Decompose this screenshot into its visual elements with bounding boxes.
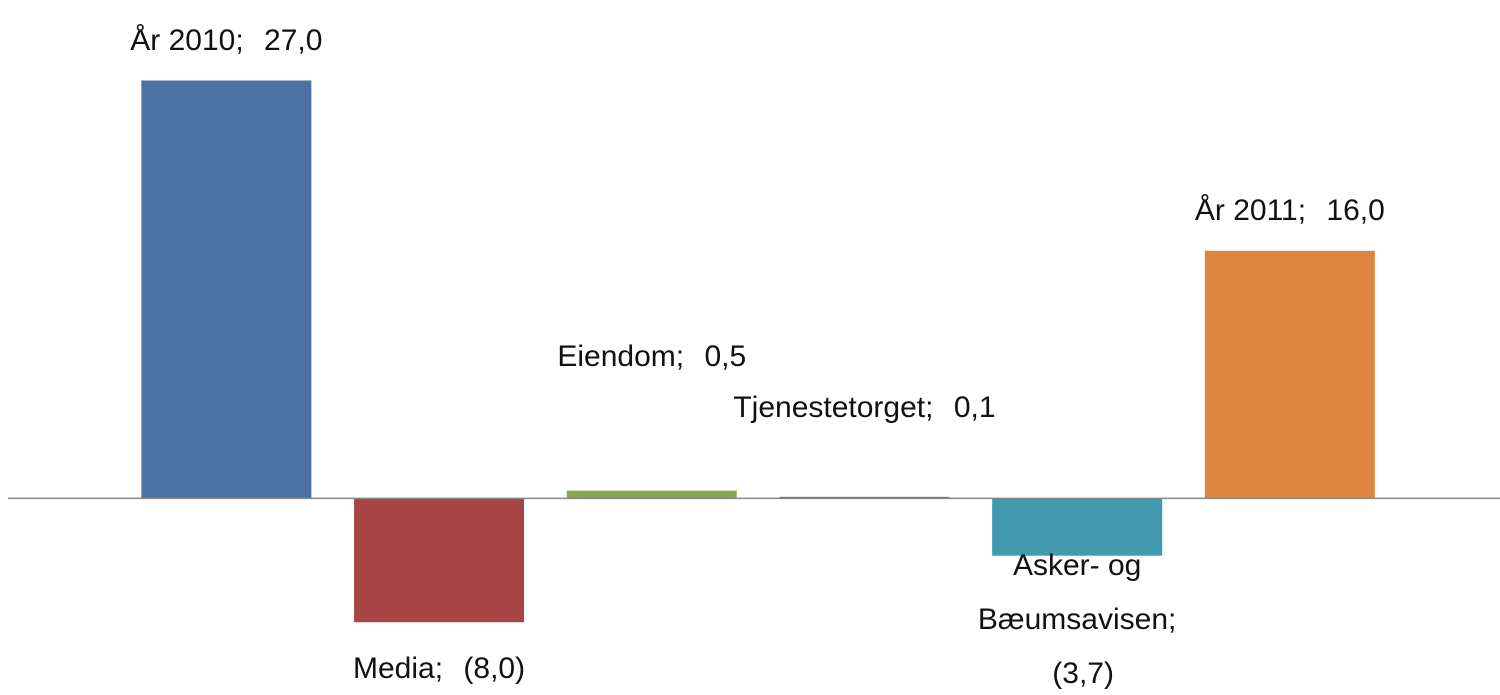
label-category: År 2010 — [130, 24, 236, 57]
bar — [992, 498, 1163, 556]
label-value: 27,0 — [264, 24, 323, 57]
label-separator: ; — [1168, 603, 1177, 636]
data-label: Tjenestetorget; 0,1 — [714, 381, 1014, 435]
data-label: Asker- og Bæumsavisen; (3,7) — [942, 539, 1212, 695]
label-value: (3,7) — [1052, 657, 1114, 690]
data-label: År 2010; 27,0 — [66, 14, 386, 68]
label-separator: ; — [925, 391, 934, 424]
label-separator: ; — [235, 24, 244, 57]
data-label: Media; (8,0) — [279, 642, 599, 695]
label-value: 16,0 — [1326, 194, 1385, 227]
label-category: Tjenestetorget — [733, 391, 926, 424]
label-category: Eiendom — [557, 340, 676, 373]
bar — [779, 496, 950, 499]
label-separator: ; — [434, 652, 444, 685]
label-separator: ; — [675, 340, 685, 373]
data-label: Eiendom; 0,5 — [492, 330, 812, 384]
label-value: (8,0) — [463, 652, 526, 685]
label-category: År 2011 — [1194, 194, 1298, 227]
label-separator: ; — [1297, 194, 1307, 227]
bar — [354, 498, 525, 623]
label-category: Media — [353, 652, 435, 685]
bar — [566, 490, 737, 499]
label-category: Asker- og Bæumsavisen — [977, 549, 1168, 636]
label-value: 0,1 — [953, 391, 996, 424]
bar — [141, 80, 312, 499]
bar — [1204, 250, 1375, 499]
label-value: 0,5 — [704, 340, 747, 373]
data-label: År 2011; 16,0 — [1130, 184, 1450, 238]
